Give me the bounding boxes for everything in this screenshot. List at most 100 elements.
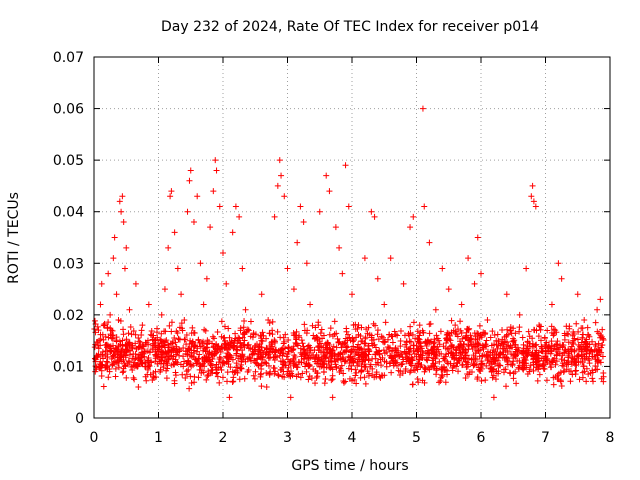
data-point <box>353 369 360 376</box>
data-point <box>365 372 372 379</box>
data-point <box>505 342 512 349</box>
data-point <box>454 359 461 366</box>
data-point <box>263 370 270 377</box>
data-point <box>297 374 304 381</box>
data-point <box>192 355 199 362</box>
data-point <box>370 320 377 327</box>
data-point <box>186 177 193 184</box>
data-point <box>555 260 562 267</box>
data-point <box>516 311 523 318</box>
data-point <box>349 357 356 364</box>
data-point <box>350 358 357 365</box>
data-point <box>548 338 555 345</box>
data-point <box>482 377 489 384</box>
data-point <box>376 350 383 357</box>
data-point <box>305 376 312 383</box>
data-point <box>96 364 103 371</box>
data-point <box>342 162 349 169</box>
data-point <box>192 356 199 363</box>
data-point <box>276 157 283 164</box>
data-point <box>269 327 276 334</box>
data-point <box>299 351 306 358</box>
data-point <box>241 330 248 337</box>
data-point <box>475 341 482 348</box>
data-point <box>472 333 479 340</box>
data-point <box>456 338 463 345</box>
data-point <box>595 360 602 367</box>
data-point <box>135 383 142 390</box>
data-point <box>290 343 297 350</box>
data-point <box>453 331 460 338</box>
data-point <box>125 330 132 337</box>
data-point <box>293 328 300 335</box>
x-tick-label: 4 <box>348 430 357 446</box>
data-point <box>358 324 365 331</box>
data-point <box>166 322 173 329</box>
data-point <box>468 356 475 363</box>
data-point <box>207 224 214 231</box>
data-point <box>171 334 178 341</box>
data-point <box>436 379 443 386</box>
data-point <box>274 328 281 335</box>
data-point <box>489 374 496 381</box>
data-point <box>461 355 468 362</box>
data-point <box>387 352 394 359</box>
data-point <box>433 365 440 372</box>
data-point <box>416 353 423 360</box>
data-point <box>307 301 314 308</box>
data-point <box>257 373 264 380</box>
data-point <box>102 347 109 354</box>
data-point <box>363 326 370 333</box>
data-point <box>450 354 457 361</box>
data-point <box>496 351 503 358</box>
data-point <box>120 365 127 372</box>
data-point <box>345 203 352 210</box>
data-point <box>327 346 334 353</box>
data-point <box>594 328 601 335</box>
data-point <box>431 351 438 358</box>
data-point <box>475 366 482 373</box>
data-point <box>399 354 406 361</box>
data-point <box>225 360 232 367</box>
data-point <box>181 358 188 365</box>
data-point <box>372 344 379 351</box>
data-point <box>594 306 601 313</box>
data-point <box>112 365 119 372</box>
data-point <box>139 360 146 367</box>
data-point <box>429 347 436 354</box>
data-point <box>371 213 378 220</box>
data-point <box>579 369 586 376</box>
data-point <box>426 339 433 346</box>
data-point <box>452 322 459 329</box>
data-point <box>397 368 404 375</box>
data-point <box>136 353 143 360</box>
data-point <box>214 329 221 336</box>
data-point <box>414 376 421 383</box>
data-point <box>236 376 243 383</box>
data-point <box>443 334 450 341</box>
data-point <box>280 340 287 347</box>
data-point <box>100 383 107 390</box>
data-point <box>169 355 176 362</box>
data-point <box>281 193 288 200</box>
data-point <box>533 327 540 334</box>
data-point <box>465 255 472 262</box>
data-point <box>336 244 343 251</box>
data-point <box>306 362 313 369</box>
data-point <box>568 346 575 353</box>
data-point <box>530 326 537 333</box>
data-point <box>205 338 212 345</box>
data-point <box>538 337 544 344</box>
x-tick-label: 0 <box>90 430 99 446</box>
data-point <box>416 332 423 339</box>
data-point <box>382 319 389 326</box>
data-point <box>145 301 152 308</box>
data-point <box>519 365 526 372</box>
data-point <box>204 344 211 351</box>
data-point <box>135 334 142 341</box>
data-point <box>207 370 214 377</box>
data-point <box>250 331 257 338</box>
data-point <box>523 360 530 367</box>
data-point <box>117 341 124 348</box>
data-point <box>444 367 451 374</box>
